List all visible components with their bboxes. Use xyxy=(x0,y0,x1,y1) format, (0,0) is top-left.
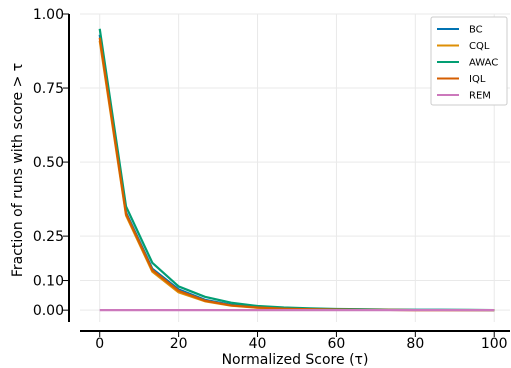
legend-label-bc: BC xyxy=(469,25,483,36)
x-tick-label-3: 60 xyxy=(328,336,346,352)
legend-frame xyxy=(430,16,508,106)
y-ticks: 0.00 0.10 0.25 0.50 0.75 1.00 xyxy=(33,7,69,319)
y-tick-label-4: 0.75 xyxy=(33,81,64,97)
y-tick-label-1: 0.10 xyxy=(33,274,64,290)
legend-label-cql: CQL xyxy=(469,41,490,52)
legend: BC CQL AWAC IQL REM xyxy=(430,16,508,106)
y-axis-label: Fraction of runs with score > τ xyxy=(10,63,26,277)
x-tick-label-2: 40 xyxy=(249,336,267,352)
y-tick-label-0: 0.00 xyxy=(33,303,64,319)
legend-label-rem: REM xyxy=(469,91,491,102)
x-tick-label-5: 100 xyxy=(481,336,508,352)
y-tick-label-2: 0.25 xyxy=(33,229,64,245)
legend-label-iql: IQL xyxy=(469,74,486,85)
series-lines xyxy=(98,28,495,312)
x-tick-label-4: 80 xyxy=(406,336,424,352)
x-tick-label-0: 0 xyxy=(95,336,104,352)
y-tick-label-3: 0.50 xyxy=(33,155,64,171)
legend-label-awac: AWAC xyxy=(469,58,498,69)
y-tick-label-5: 1.00 xyxy=(33,7,64,23)
x-tick-label-1: 20 xyxy=(170,336,188,352)
x-axis-label: Normalized Score (τ) xyxy=(222,352,369,368)
x-ticks: 0 20 40 60 80 100 xyxy=(95,331,508,352)
